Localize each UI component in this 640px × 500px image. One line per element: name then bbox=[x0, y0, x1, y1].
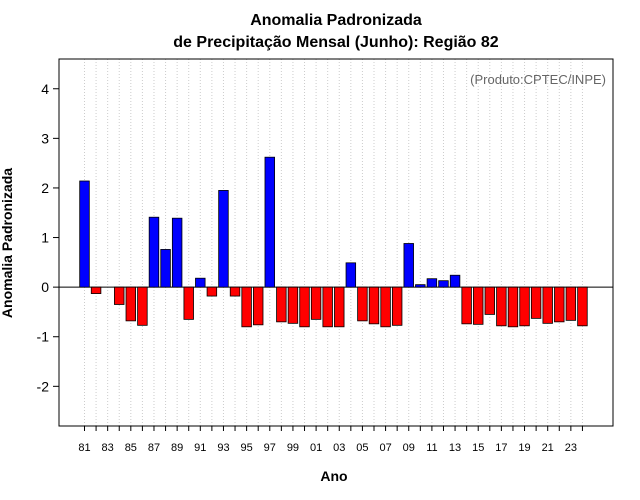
bar-84 bbox=[114, 286, 125, 305]
bar-94 bbox=[229, 286, 241, 297]
bar-81 bbox=[79, 180, 90, 288]
bar-82 bbox=[90, 286, 102, 294]
x-tick-label: 03 bbox=[333, 442, 345, 454]
bar-04 bbox=[345, 262, 357, 288]
bar-00 bbox=[299, 286, 310, 328]
y-tick-label: 0 bbox=[41, 279, 49, 295]
bar-12 bbox=[438, 280, 449, 288]
bar-99 bbox=[287, 286, 299, 324]
x-tick-label: 23 bbox=[565, 442, 577, 454]
chart-title-line2: de Precipitação Mensal (Junho): Região 8… bbox=[173, 34, 499, 51]
bar-06 bbox=[368, 286, 380, 325]
x-tick-label: 85 bbox=[125, 442, 137, 454]
x-tick-label: 19 bbox=[518, 442, 530, 454]
bar-96 bbox=[252, 286, 264, 326]
bar-85 bbox=[125, 286, 137, 322]
x-tick-label: 07 bbox=[379, 442, 391, 454]
bar-87 bbox=[148, 216, 160, 288]
y-tick-label: -1 bbox=[37, 329, 50, 345]
bar-09 bbox=[403, 243, 414, 288]
x-tick-label: 01 bbox=[310, 442, 322, 454]
bar-11 bbox=[426, 278, 438, 288]
bar-89 bbox=[171, 217, 183, 288]
bar-19 bbox=[519, 286, 530, 327]
x-tick-label: 21 bbox=[542, 442, 554, 454]
bar-17 bbox=[496, 286, 507, 327]
bar-01 bbox=[310, 286, 322, 320]
x-tick-label: 17 bbox=[495, 442, 507, 454]
bar-93 bbox=[218, 190, 229, 288]
bar-10 bbox=[415, 284, 426, 288]
bar-88 bbox=[160, 249, 171, 288]
bar-24 bbox=[577, 286, 588, 327]
bar-14 bbox=[461, 286, 472, 325]
x-tick-label: 13 bbox=[449, 442, 461, 454]
bars bbox=[79, 156, 588, 328]
plot-frame bbox=[58, 58, 614, 427]
bar-16 bbox=[484, 286, 496, 315]
bar-97 bbox=[264, 156, 275, 288]
y-tick-label: 4 bbox=[41, 81, 49, 97]
x-tick-label: 97 bbox=[264, 442, 276, 454]
bar-21 bbox=[542, 286, 553, 324]
x-tick-label: 99 bbox=[287, 442, 299, 454]
bar-95 bbox=[241, 286, 252, 328]
bar-22 bbox=[554, 286, 565, 323]
bar-13 bbox=[449, 274, 461, 288]
x-tick-label: 11 bbox=[426, 442, 437, 454]
chart-title-line1: Anomalia Padronizada bbox=[250, 12, 422, 29]
x-tick-label: 93 bbox=[217, 442, 229, 454]
y-tick-label: -2 bbox=[37, 378, 50, 394]
x-tick-label: 81 bbox=[78, 442, 90, 454]
bar-23 bbox=[565, 286, 577, 321]
x-axis-title: Ano bbox=[320, 468, 347, 484]
y-tick-label: 2 bbox=[41, 180, 49, 196]
x-tick-label: 15 bbox=[472, 442, 484, 454]
x-tick-label: 87 bbox=[148, 442, 160, 454]
bar-15 bbox=[473, 286, 484, 325]
x-tick-label: 09 bbox=[403, 442, 415, 454]
bar-86 bbox=[137, 286, 148, 326]
x-axis: 81 83 85 87 89 91 93 95 97 99 01 03 05 07 09 11 13 15 17 19… bbox=[78, 426, 583, 454]
bar-07 bbox=[380, 286, 391, 328]
x-tick-label: 89 bbox=[171, 442, 183, 454]
y-axis: -2 -1 0 1 2 3 4 bbox=[37, 81, 59, 394]
x-tick-label: 83 bbox=[102, 442, 114, 454]
y-tick-label: 1 bbox=[41, 230, 49, 246]
x-tick-label: 05 bbox=[356, 442, 368, 454]
bar-18 bbox=[507, 286, 519, 328]
bar-20 bbox=[530, 286, 542, 319]
y-axis-title: Anomalia Padronizada bbox=[0, 168, 15, 318]
x-tick-label: 95 bbox=[240, 442, 252, 454]
gridlines bbox=[59, 59, 613, 426]
bar-90 bbox=[183, 286, 194, 320]
y-tick-label: 3 bbox=[41, 130, 49, 146]
x-tick-label: 91 bbox=[194, 442, 206, 454]
bar-05 bbox=[357, 286, 368, 322]
source-note: (Produto:CPTEC/INPE) bbox=[470, 72, 606, 87]
bar-03 bbox=[334, 286, 345, 328]
bar-02 bbox=[322, 286, 333, 328]
bar-92 bbox=[206, 286, 218, 297]
bar-08 bbox=[391, 286, 403, 326]
bar-91 bbox=[195, 277, 206, 288]
bar-98 bbox=[276, 286, 287, 323]
